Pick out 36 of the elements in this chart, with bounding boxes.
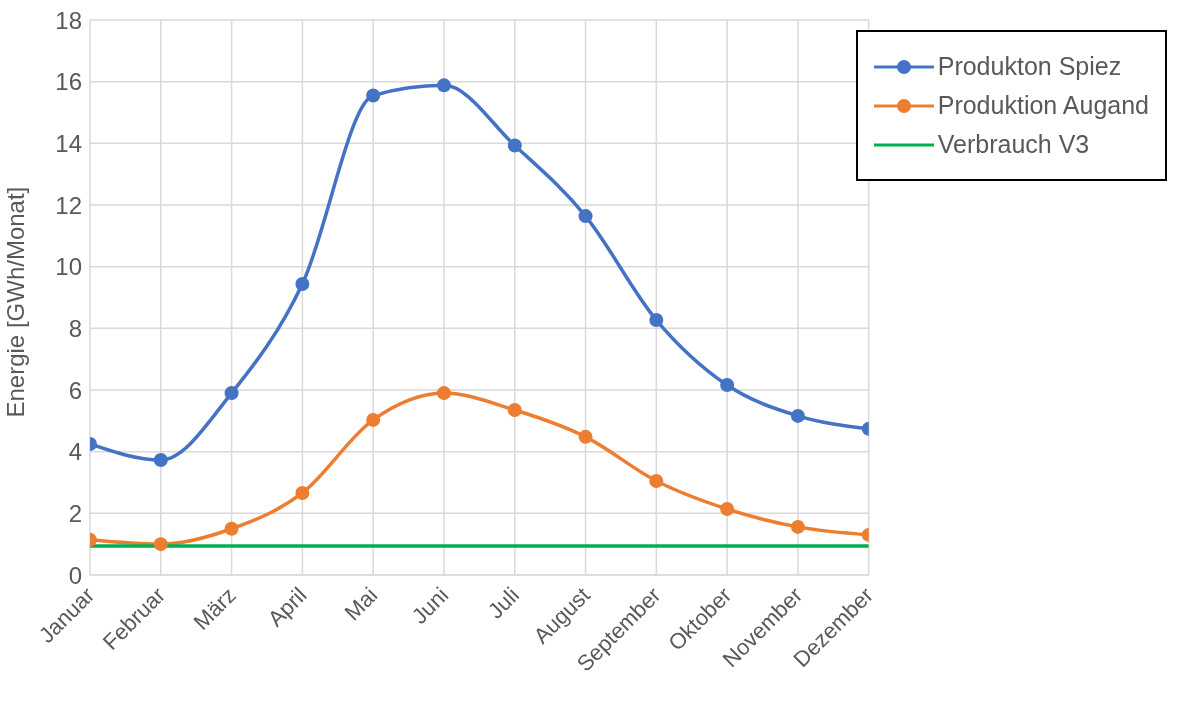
y-axis-title: Energie [GWh/Monat] (1, 186, 29, 418)
y-tick-label: 2 (68, 499, 82, 527)
point (578, 429, 593, 444)
y-tick-label: 8 (68, 314, 82, 342)
y-tick-label: 10 (55, 253, 82, 281)
legend-label: Produkton Spiez (937, 52, 1122, 81)
point (366, 412, 381, 427)
point (153, 537, 168, 552)
y-tick-label: 6 (68, 376, 82, 404)
x-tick-label: Juli (482, 582, 524, 624)
point (224, 521, 239, 536)
point (790, 408, 805, 423)
point (649, 473, 664, 488)
point (578, 209, 593, 224)
point (436, 78, 451, 93)
point (507, 138, 522, 153)
point (720, 502, 735, 517)
x-tick-label: Mai (339, 582, 383, 626)
point (790, 519, 805, 534)
point (295, 485, 310, 500)
legend-label: Produktion Augand (937, 91, 1149, 120)
point (295, 276, 310, 291)
y-tick-label: 16 (55, 68, 82, 96)
point (366, 88, 381, 103)
point (649, 313, 664, 328)
y-tick-label: 4 (68, 438, 82, 466)
y-tick-label: 18 (55, 6, 82, 34)
point (436, 386, 451, 401)
y-tick-label: 14 (55, 129, 82, 157)
point (153, 452, 168, 467)
point (224, 386, 239, 401)
y-tick-label: 0 (68, 561, 82, 589)
point (720, 378, 735, 393)
point (507, 403, 522, 418)
y-tick-label: 12 (55, 191, 82, 219)
legend-label: Verbrauch V3 (937, 130, 1090, 159)
